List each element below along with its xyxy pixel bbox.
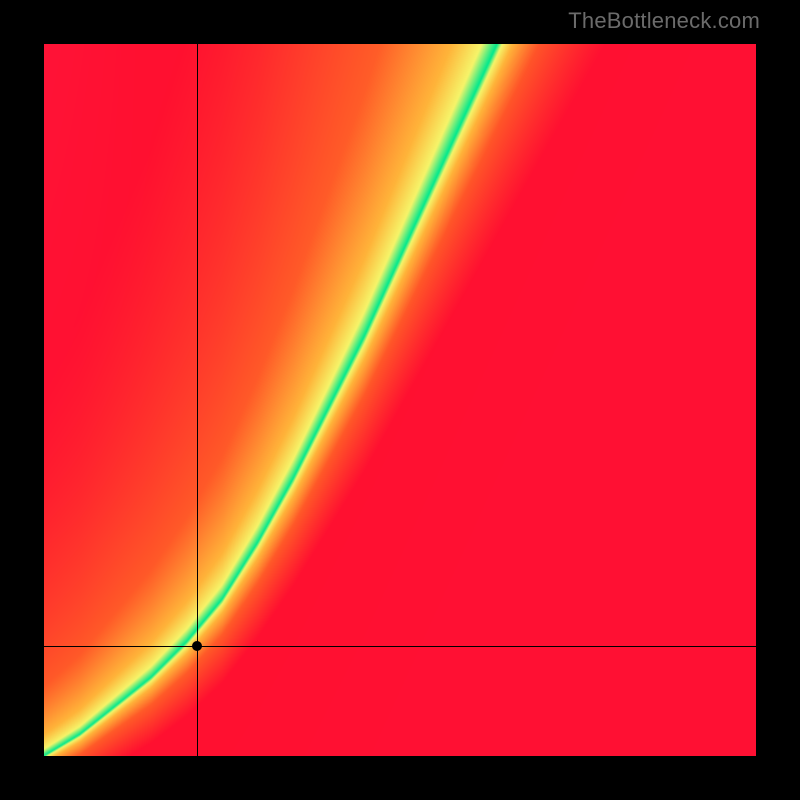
watermark-text: TheBottleneck.com xyxy=(568,8,760,34)
heatmap-canvas xyxy=(44,44,756,756)
bottleneck-heatmap xyxy=(44,44,756,756)
current-config-marker xyxy=(192,641,202,651)
crosshair-horizontal xyxy=(44,646,756,647)
